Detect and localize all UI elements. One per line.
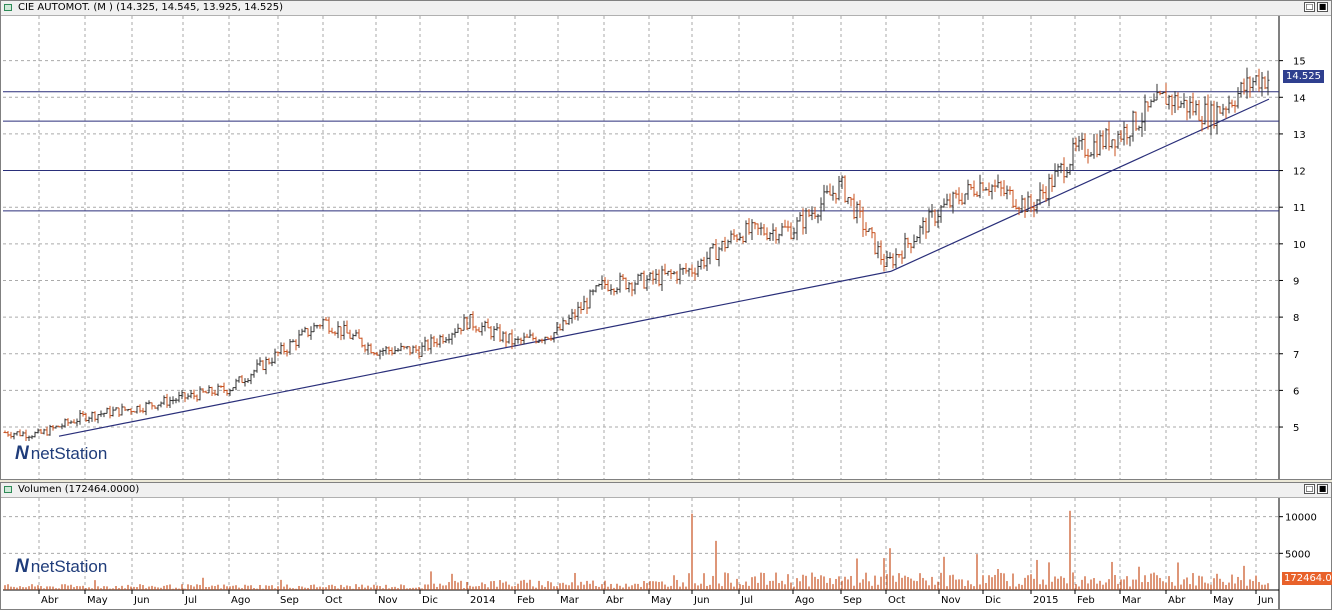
last-volume-tag: 172464.00 [1282,572,1332,585]
last-price-tag: 14.525 [1283,70,1324,83]
x-tick-label: Jul [740,595,753,606]
y-tick-label: 7 [1293,350,1299,361]
x-tick-label: Sep [280,595,299,606]
x-tick-label: Jun [693,595,710,606]
volume-chart[interactable]: 5000 10000 Abr May Jun Jul Ago Sep Oct Nov Dic 2014… [1,498,1331,609]
panel-icon [4,4,12,11]
netstation-logo: N netStation [15,556,107,578]
x-tick-label: May [1213,595,1234,606]
restore-button[interactable]: □ [1304,484,1315,494]
x-tick-label: Nov [378,595,398,606]
y-tick-label: 5 [1293,423,1299,434]
restore-button[interactable]: □ [1304,2,1315,12]
x-tick-label: Ago [795,595,814,606]
x-tick-label: Dic [985,595,1001,606]
volume-panel-title: Volumen (172464.0000) [18,484,140,495]
netstation-logo-icon: N [15,556,29,577]
logo-text: netStation [30,557,108,576]
x-tick-label: Jun [1257,595,1274,606]
trendline [58,270,892,437]
y-tick-label: 12 [1293,167,1306,178]
x-tick-label: Abr [606,595,624,606]
x-tick-label: Ago [231,595,250,606]
maximize-button[interactable]: ■ [1317,2,1328,12]
y-tick-label: 10000 [1285,513,1317,524]
x-tick-label: Jul [184,595,197,606]
y-tick-label: 10 [1293,240,1306,251]
x-tick-label: Dic [422,595,438,606]
y-tick-label: 6 [1293,386,1299,397]
y-tick-label: 9 [1293,276,1299,287]
x-tick-label: Abr [1168,595,1186,606]
maximize-button[interactable]: ■ [1317,484,1328,494]
y-tick-label: 15 [1293,57,1306,68]
x-tick-label: Jun [133,595,150,606]
x-tick-label: Oct [888,595,905,606]
trendline [890,98,1270,272]
x-tick-label: May [87,595,108,606]
x-tick-label: Abr [41,595,59,606]
logo-text: netStation [30,444,108,463]
price-panel: CIE AUTOMOT. (M ) (14.325, 14.545, 13.92… [0,0,1332,480]
y-tick-label: 11 [1293,203,1306,214]
netstation-logo-icon: N [15,443,29,464]
x-tick-label: Nov [941,595,961,606]
x-tick-label: Oct [325,595,342,606]
y-tick-label: 14 [1293,93,1306,104]
x-tick-label: Feb [517,595,535,606]
panel-icon [4,486,12,493]
x-tick-label: Sep [843,595,862,606]
netstation-logo: N netStation [15,443,107,465]
volume-panel: Volumen (172464.0000) □ ■ 5000 10000 Abr Ma… [0,482,1332,610]
x-tick-label: May [651,595,672,606]
price-panel-titlebar: CIE AUTOMOT. (M ) (14.325, 14.545, 13.92… [1,1,1331,16]
y-tick-label: 13 [1293,130,1306,141]
x-tick-label: 2015 [1033,595,1058,606]
x-tick-label: Mar [1122,595,1142,606]
y-tick-label: 5000 [1285,549,1310,560]
price-panel-title: CIE AUTOMOT. (M ) (14.325, 14.545, 13.92… [18,2,283,13]
volume-panel-titlebar: Volumen (172464.0000) □ ■ [1,483,1331,498]
x-tick-label: Feb [1077,595,1095,606]
x-tick-label: 2014 [470,595,495,606]
price-chart[interactable]: 5 6 7 8 9 10 11 12 13 14 15 [1,16,1331,479]
y-tick-label: 8 [1293,313,1299,324]
x-tick-label: Mar [560,595,580,606]
